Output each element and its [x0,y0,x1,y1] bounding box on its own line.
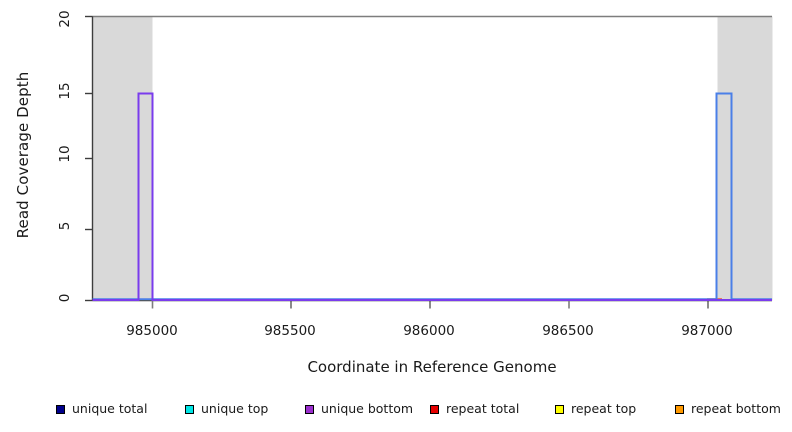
x-tick-label-985000: 985000 [126,323,178,339]
x-tick-label-987000: 987000 [681,323,733,339]
legend-entry-repeat-top: repeat top [555,398,636,420]
x-axis-title: Coordinate in Reference Genome [307,358,557,376]
legend-entry-unique-top: unique top [185,398,268,420]
legend-swatch-icon-unique-total [56,404,65,414]
legend-swatch-icon-repeat-total [430,404,439,414]
legend-swatch-icon-unique-top [185,404,194,414]
chart-legend: unique total unique top unique bottom re… [0,398,792,420]
x-tick-label-986000: 986000 [403,323,455,339]
legend-entry-repeat-total: repeat total [430,398,519,420]
legend-entry-unique-bottom: unique bottom [305,398,413,420]
shaded-region-left [92,16,153,301]
series-unique-top [92,92,772,301]
legend-entry-unique-total: unique total [56,398,147,420]
legend-label-repeat-bottom: repeat bottom [691,400,781,416]
legend-label-repeat-top: repeat top [571,400,637,416]
shaded-region-right [717,16,773,301]
legend-swatch-icon-repeat-bottom [675,404,684,414]
legend-label-unique-top: unique top [201,400,269,416]
x-tick-label-985500: 985500 [264,323,316,339]
legend-entry-repeat-bottom: repeat bottom [675,398,781,420]
legend-label-repeat-total: repeat total [446,400,520,416]
legend-label-unique-total: unique total [72,400,148,416]
legend-swatch-icon-unique-bottom [305,404,314,414]
x-tick-label-986500: 986500 [542,323,594,339]
legend-swatch-icon-repeat-top [555,404,564,414]
legend-label-unique-bottom: unique bottom [321,400,414,416]
series-unique-bottom [92,92,772,301]
